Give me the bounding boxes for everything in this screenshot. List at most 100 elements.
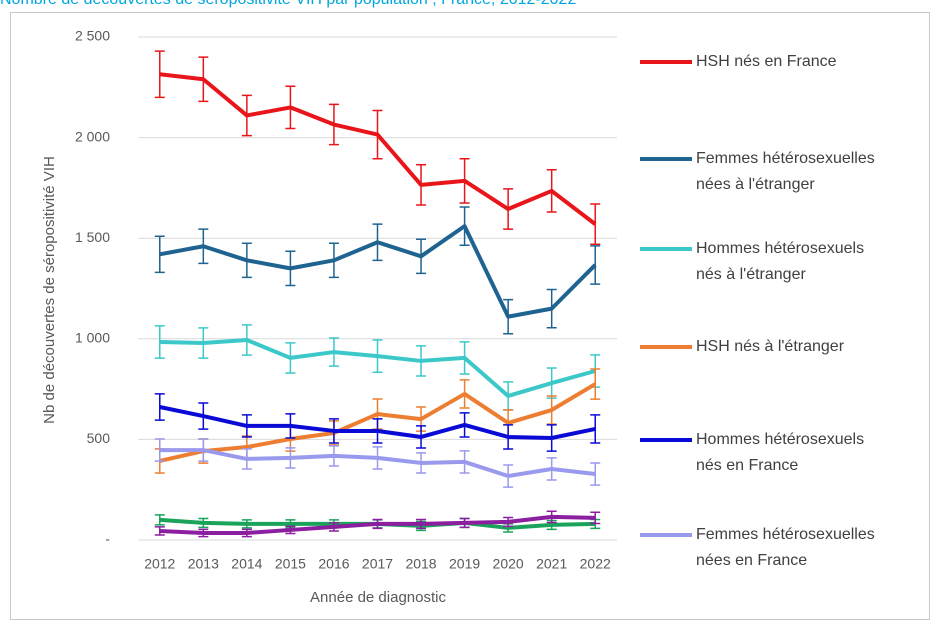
legend-swatch bbox=[640, 345, 692, 349]
error-bar bbox=[328, 242, 339, 279]
error-bar bbox=[503, 188, 514, 230]
error-bar bbox=[546, 457, 557, 481]
legend-item: Hommes hétérosexuels nés à l'étranger bbox=[640, 239, 886, 288]
error-bar bbox=[241, 242, 252, 279]
x-tick-label: 2013 bbox=[188, 556, 219, 572]
error-bar bbox=[198, 228, 209, 265]
error-bar bbox=[241, 324, 252, 356]
error-bar bbox=[154, 325, 165, 359]
error-bar bbox=[503, 298, 514, 335]
error-bar bbox=[590, 245, 601, 285]
error-bar bbox=[459, 341, 470, 375]
error-bar bbox=[241, 448, 252, 470]
legend-swatch bbox=[640, 157, 692, 161]
error-bar bbox=[154, 526, 165, 536]
x-tick-label: 2012 bbox=[144, 556, 175, 572]
error-bar bbox=[416, 425, 427, 449]
error-bar bbox=[285, 85, 296, 130]
legend-label: HSH nés en France bbox=[696, 53, 837, 70]
error-bar bbox=[590, 462, 601, 486]
y-tick-label: 500 bbox=[87, 430, 111, 446]
x-axis-title: Année de diagnostic bbox=[310, 589, 446, 606]
legend-swatch bbox=[640, 60, 692, 64]
error-bar bbox=[198, 327, 209, 359]
x-tick-label: 2021 bbox=[536, 556, 567, 572]
error-bar bbox=[416, 238, 427, 275]
x-tick-label: 2015 bbox=[275, 556, 306, 572]
error-bar bbox=[459, 412, 470, 438]
legend-label: Hommes hétérosexuels nés en France bbox=[696, 431, 865, 474]
error-bar bbox=[372, 446, 383, 470]
error-bar bbox=[546, 424, 557, 452]
error-bar bbox=[590, 203, 601, 245]
y-tick-label: 2 500 bbox=[75, 28, 110, 44]
error-bar bbox=[372, 109, 383, 160]
error-bar bbox=[372, 223, 383, 262]
error-bar bbox=[285, 447, 296, 469]
error-bar bbox=[503, 464, 514, 488]
x-tick-label: 2017 bbox=[362, 556, 393, 572]
error-bar bbox=[328, 445, 339, 467]
error-bar bbox=[459, 157, 470, 204]
error-bar bbox=[372, 339, 383, 373]
error-bar bbox=[285, 525, 296, 535]
error-bar bbox=[241, 414, 252, 438]
y-tick-label: 1 000 bbox=[75, 330, 110, 346]
error-bar bbox=[590, 414, 601, 444]
error-bar bbox=[154, 50, 165, 99]
error-bar bbox=[241, 519, 252, 529]
error-bar bbox=[416, 518, 427, 530]
error-bar bbox=[241, 528, 252, 538]
error-bar bbox=[198, 402, 209, 430]
error-bar bbox=[198, 438, 209, 462]
error-bar bbox=[503, 516, 514, 528]
error-bar bbox=[416, 164, 427, 206]
legend-item: Femmes hétérosexuelles nées en France bbox=[640, 525, 886, 574]
error-bar bbox=[503, 424, 514, 450]
error-bar bbox=[198, 528, 209, 538]
error-bar bbox=[416, 345, 427, 377]
error-bar bbox=[546, 510, 557, 524]
chart-frame bbox=[10, 12, 930, 620]
error-bar bbox=[459, 206, 470, 246]
error-bar bbox=[416, 452, 427, 474]
error-bar bbox=[198, 517, 209, 529]
error-bar bbox=[459, 517, 470, 529]
x-tick-label: 2020 bbox=[493, 556, 524, 572]
error-bar bbox=[154, 235, 165, 274]
legend-label: Femmes hétérosexuelles nées à l'étranger bbox=[696, 150, 875, 193]
error-bar bbox=[154, 514, 165, 526]
error-bar bbox=[459, 450, 470, 474]
error-bar bbox=[372, 418, 383, 444]
error-bar bbox=[590, 511, 601, 525]
x-tick-label: 2014 bbox=[231, 556, 262, 572]
error-bar bbox=[285, 250, 296, 287]
error-bar bbox=[198, 56, 209, 103]
x-tick-label: 2016 bbox=[318, 556, 349, 572]
legend-swatch bbox=[640, 438, 692, 442]
legend-item: HSH nés en France bbox=[640, 52, 886, 75]
error-bar bbox=[328, 418, 339, 444]
error-bar bbox=[285, 342, 296, 374]
error-bar bbox=[328, 522, 339, 532]
error-bar bbox=[546, 395, 557, 425]
legend-label: Hommes hétérosexuels nés à l'étranger bbox=[696, 240, 865, 283]
legend-swatch bbox=[640, 247, 692, 251]
chart-title: Nombre de découvertes de séropositivité … bbox=[0, 0, 576, 9]
error-bar bbox=[285, 413, 296, 439]
legend-swatch bbox=[640, 533, 692, 537]
error-bar bbox=[459, 379, 470, 409]
legend-label: Femmes hétérosexuelles nées en France bbox=[696, 526, 875, 569]
x-tick-label: 2019 bbox=[449, 556, 480, 572]
legend-item: Femmes hétérosexuelles nées à l'étranger bbox=[640, 149, 886, 198]
legend-item: HSH nés à l'étranger bbox=[640, 337, 886, 360]
x-tick-label: 2022 bbox=[580, 556, 611, 572]
legend-item: Hommes hétérosexuels nés en France bbox=[640, 430, 886, 479]
legend-label: HSH nés à l'étranger bbox=[696, 338, 845, 355]
error-bar bbox=[154, 438, 165, 462]
y-tick-label: 2 000 bbox=[75, 128, 110, 144]
error-bar bbox=[241, 94, 252, 137]
y-tick-label: 1 500 bbox=[75, 229, 110, 245]
